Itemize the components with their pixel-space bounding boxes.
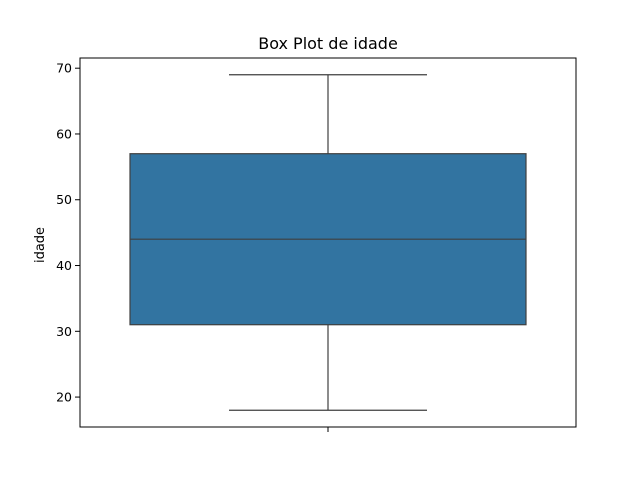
chart-title: Box Plot de idade <box>258 34 398 53</box>
y-axis-ticks: 20 30 40 50 60 70 <box>56 61 80 405</box>
y-axis-label: idade <box>33 227 48 263</box>
plot-marks <box>129 74 527 411</box>
y-tick-label-70: 70 <box>56 61 72 76</box>
y-tick-label-20: 20 <box>56 390 72 405</box>
y-tick-label-30: 30 <box>56 324 72 339</box>
y-tick-label-60: 60 <box>56 126 72 141</box>
y-tick-label-40: 40 <box>56 258 72 273</box>
y-tick-label-50: 50 <box>56 192 72 207</box>
